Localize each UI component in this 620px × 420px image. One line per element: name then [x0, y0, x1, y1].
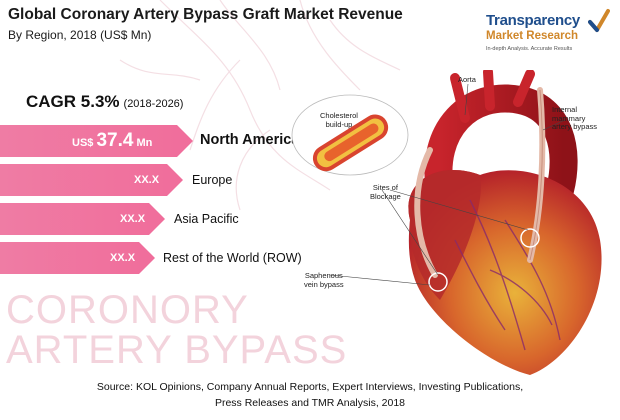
cagr-label: CAGR 5.3%	[26, 92, 120, 111]
label-mammary-line3: artery bypass	[552, 122, 598, 132]
label-blockage-line2: Blockage	[370, 191, 401, 201]
value-unit: Mn	[136, 137, 153, 149]
label-mammary-line2: mammary	[552, 113, 586, 123]
tmr-logo: Transparency Market Research In-depth An…	[478, 6, 614, 60]
label-saphenous-line2: vein bypass	[304, 279, 344, 289]
label-saphenous-line1: Saphenous	[304, 271, 343, 280]
label-cholesterol-line1: Cholesterol	[320, 111, 358, 120]
logo-line2: Market Research	[486, 30, 579, 42]
page-title: Global Coronary Artery Bypass Graft Mark…	[8, 6, 403, 23]
region-bar-asia-pacific: XX.X	[0, 203, 165, 235]
label-cholesterol-line2: build-up	[325, 119, 353, 129]
region-name-asia-pacific: Asia Pacific	[174, 212, 239, 226]
source-line2: Press Releases and TMR Analysis, 2018	[214, 397, 406, 409]
logo-check-icon	[588, 9, 610, 32]
region-bar-north-america: US$ 37.4 Mn	[0, 125, 193, 157]
region-name-north-america: North America	[200, 132, 300, 148]
label-aorta: Aorta	[458, 75, 476, 84]
label-mammary-line1: Internal	[552, 105, 578, 114]
value-number: 37.4	[96, 130, 134, 151]
region-value-north-america: US$ 37.4 Mn	[72, 125, 152, 157]
label-saphenous: Saphenous vein bypass	[304, 271, 344, 289]
heart-drawing	[291, 67, 602, 375]
region-name-row: Rest of the World (ROW)	[163, 251, 302, 265]
heart-illustration: Aorta Internal mammary artery bypass Cho…	[290, 67, 620, 380]
logo-line1: Transparency	[486, 12, 580, 29]
region-value-europe: XX.X	[134, 174, 160, 186]
watermark-line1: CORONORY	[6, 288, 249, 332]
cagr-heading: CAGR 5.3% (2018-2026)	[26, 92, 183, 112]
page-subtitle: By Region, 2018 (US$ Mn)	[8, 28, 152, 42]
label-cholesterol: Cholesterol build-up	[320, 111, 358, 129]
region-bar-row: XX.X	[0, 242, 155, 274]
region-bar-europe: XX.X	[0, 164, 183, 196]
watermark-line2: ARTERY BYPASS	[6, 328, 348, 372]
label-blockage: Sites of Blockage	[370, 183, 401, 201]
label-blockage-line1: Sites of	[372, 183, 398, 192]
cagr-period: (2018-2026)	[123, 98, 184, 110]
logo-tagline: In-depth Analysis. Accurate Results	[486, 46, 573, 52]
source-line1: Source: KOL Opinions, Company Annual Rep…	[96, 381, 524, 393]
value-prefix: US$	[72, 137, 94, 149]
region-value-asia-pacific: XX.X	[120, 213, 146, 225]
region-name-europe: Europe	[192, 173, 233, 187]
label-internal-mammary: Internal mammary artery bypass	[552, 105, 598, 132]
region-value-row: XX.X	[110, 252, 136, 264]
